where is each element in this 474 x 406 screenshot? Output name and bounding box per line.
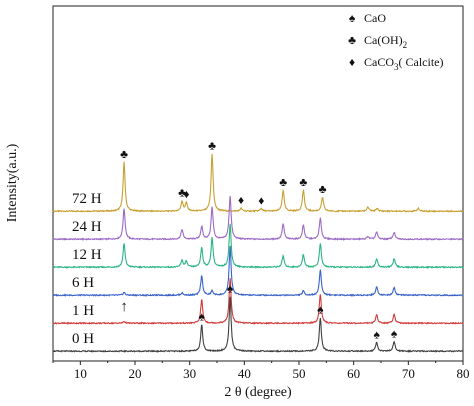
y-axis-label: Intensity(a.u.) [5,143,20,222]
peak-marker: ♦ [183,187,189,201]
peak-marker: ♠ [227,282,234,296]
legend-symbol: ♦ [349,55,355,69]
series-label: 1 H [72,303,94,319]
peak-marker: ♠ [373,328,380,342]
series-line [52,296,464,353]
legend: ♠ CaO ♣ Ca(OH)2 ♦ CaCO3( Calcite) [348,11,443,72]
x-tick-label: 50 [293,366,306,381]
x-axis-ticks: 10 20 30 40 50 60 70 80 [52,361,470,381]
peak-marker: ♠ [391,326,398,340]
peak-marker: ♣ [319,182,327,196]
series-labels: 72 H 24 H 12 H 6 H 1 H 0 H [72,191,102,347]
x-tick-label: 30 [183,366,196,381]
series-label: 0 H [72,331,94,347]
peak-markers: ♣♣♦♣♦ ♦♣ ♣♣↑♠♠♠♠ ♠ [120,139,398,342]
series-line [52,153,464,213]
x-tick-label: 60 [347,366,360,381]
series-line [53,223,464,269]
peak-marker: ♣ [279,175,287,189]
series-layer [52,153,464,353]
peak-marker: ♣ [178,186,186,200]
x-tick-label: 70 [402,366,415,381]
legend-label: CaO [364,11,386,25]
x-tick-label: 20 [129,366,142,381]
series-label: 6 H [72,275,94,291]
legend-symbol: ♠ [349,11,356,25]
peak-marker: ♣ [299,175,307,189]
series-line [52,278,464,326]
legend-label: Ca(OH)2 [364,33,407,50]
series-label: 24 H [72,219,102,235]
legend-symbol: ♣ [348,33,356,47]
peak-marker: ♠ [199,309,206,323]
x-tick-label: 40 [238,366,251,381]
arrow-marker: ↑ [120,299,128,315]
series-line [52,195,464,241]
series-line [52,245,464,298]
x-tick-label: 10 [74,366,87,381]
peak-marker: ♦ [258,193,264,207]
peak-marker: ♠ [317,303,324,317]
plot-frame [52,5,464,362]
peak-marker: ♣ [120,147,128,161]
x-axis-label: 2 θ (degree) [224,385,292,400]
x-tick-label: 80 [457,366,470,381]
series-label: 12 H [72,247,102,263]
series-label: 72 H [72,191,102,207]
peak-marker: ♣ [208,139,216,153]
peak-marker: ♦ [238,193,244,207]
legend-label: CaCO3( Calcite) [364,55,443,72]
